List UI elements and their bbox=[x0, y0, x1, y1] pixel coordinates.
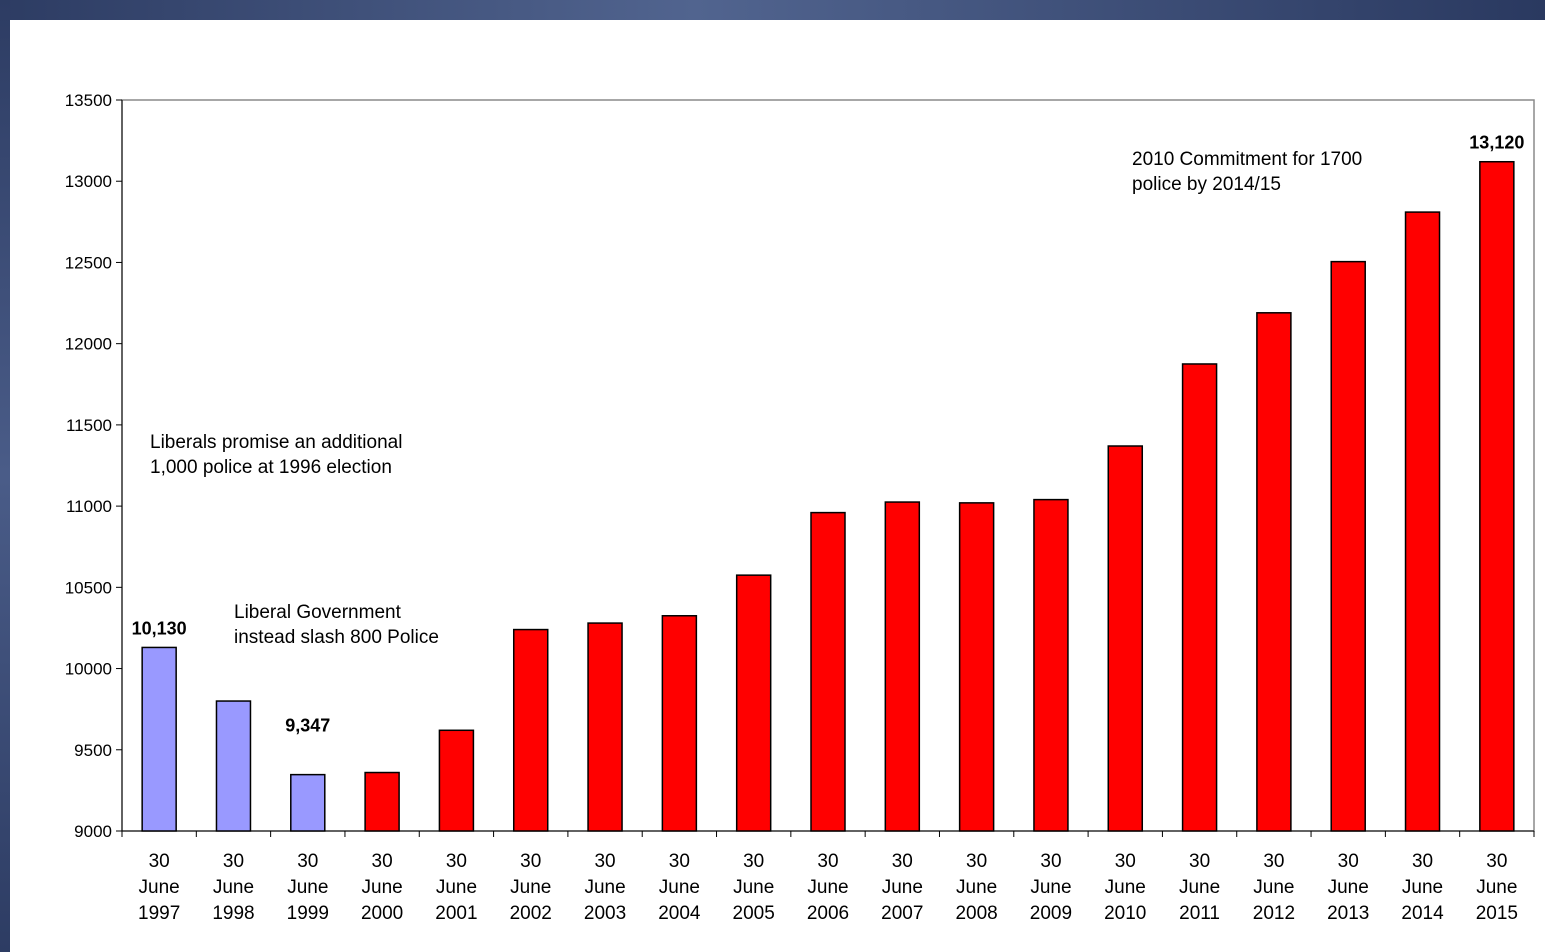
y-axis-tick-label: 10500 bbox=[65, 578, 112, 597]
bar bbox=[438, 729, 475, 832]
bar bbox=[215, 700, 252, 832]
bar bbox=[661, 615, 698, 832]
bar-data-label: 13,120 bbox=[1469, 133, 1524, 153]
bar bbox=[884, 501, 921, 832]
bar-chart: 9000 9500 10000 10500 11000 11500 12000 12500 13… bbox=[65, 91, 1535, 924]
bar bbox=[290, 773, 326, 832]
bar bbox=[1404, 211, 1441, 832]
x-axis-category-label: 30 June 1999 bbox=[287, 851, 329, 924]
x-axis-category-label: 30 June 2008 bbox=[955, 851, 997, 924]
x-axis-category-label: 30 June 2010 bbox=[1104, 851, 1146, 924]
bar-data-label: 9,347 bbox=[285, 716, 330, 736]
x-axis-category-label: 30 June 2005 bbox=[733, 851, 775, 924]
x-axis-category-label: 30 June 2012 bbox=[1253, 851, 1295, 924]
y-axis-tick-label: 9500 bbox=[74, 741, 112, 760]
slide-top-band bbox=[0, 0, 1545, 20]
y-axis-tick-label: 10000 bbox=[65, 660, 112, 679]
bar bbox=[1033, 498, 1069, 832]
x-axis-category-label: 30 June 2001 bbox=[435, 851, 477, 924]
x-axis-category-label: 30 June 2004 bbox=[658, 851, 701, 924]
annotation-liberal-government: Liberal Government instead slash 800 Pol… bbox=[234, 602, 439, 648]
chart-slide: 9000 9500 10000 10500 11000 11500 12000 12500 13… bbox=[10, 20, 1545, 952]
y-axis-tick-label: 13500 bbox=[65, 91, 112, 110]
x-axis-category-label: 30 June 2015 bbox=[1476, 851, 1518, 924]
bar bbox=[1330, 260, 1366, 832]
y-axis-tick-label: 12500 bbox=[65, 253, 112, 272]
x-axis-category-label: 30 June 2007 bbox=[881, 851, 923, 924]
bar bbox=[1479, 160, 1515, 832]
bar bbox=[512, 628, 549, 832]
bar bbox=[587, 622, 623, 832]
annotation-liberals-promise: Liberals promise an additional 1,000 pol… bbox=[150, 432, 403, 478]
y-axis-tick-label: 12000 bbox=[65, 335, 112, 354]
y-axis-tick-label: 11500 bbox=[66, 416, 112, 435]
bar bbox=[810, 511, 846, 832]
bar bbox=[364, 771, 400, 832]
bar bbox=[1107, 445, 1144, 832]
slide-left-band bbox=[0, 0, 10, 952]
x-axis-category-label: 30 June 2009 bbox=[1030, 851, 1072, 924]
x-axis-category-label: 30 June 2011 bbox=[1179, 851, 1220, 924]
y-axis-tick-label: 13000 bbox=[65, 172, 112, 191]
x-axis-category-label: 30 June 2003 bbox=[584, 851, 626, 924]
x-axis-category-label: 30 June 2014 bbox=[1401, 851, 1444, 924]
bar bbox=[958, 502, 995, 832]
annotation-2010-commitment: 2010 Commitment for 1700 police by 2014/… bbox=[1132, 149, 1363, 195]
x-axis-category-label: 30 June 1998 bbox=[212, 851, 254, 924]
bar bbox=[1181, 363, 1218, 832]
y-axis-tick-label: 11000 bbox=[66, 497, 112, 516]
bar bbox=[1256, 312, 1292, 832]
y-axis-tick-label: 9000 bbox=[74, 822, 112, 841]
bar bbox=[735, 574, 772, 832]
x-axis-category-label: 30 June 2000 bbox=[361, 851, 403, 924]
x-axis-category-label: 30 June 2002 bbox=[510, 851, 552, 924]
bar bbox=[141, 646, 177, 832]
x-axis-category-label: 30 June 2006 bbox=[807, 851, 849, 924]
bar-data-label: 10,130 bbox=[132, 618, 187, 638]
x-axis-category-label: 30 June 2013 bbox=[1327, 851, 1369, 924]
x-axis-category-label: 30 June 1997 bbox=[138, 851, 180, 924]
